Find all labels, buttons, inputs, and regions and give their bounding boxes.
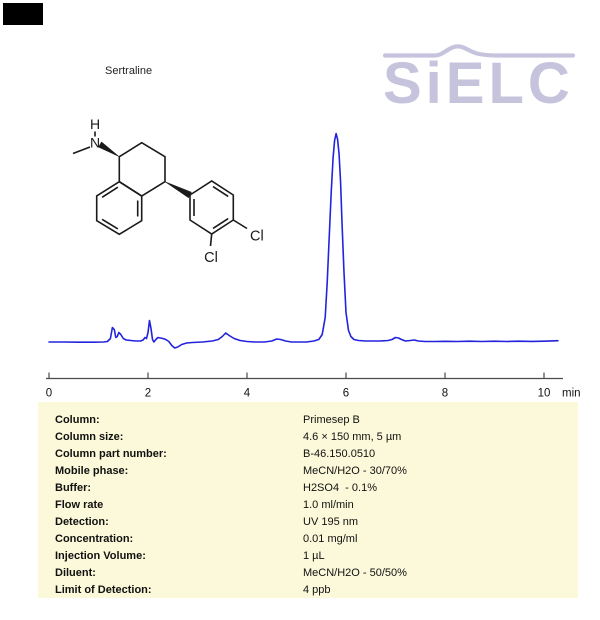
condition-label: Mobile phase: — [55, 464, 129, 477]
condition-label: Concentration: — [55, 532, 134, 545]
wedge-bond-n — [98, 141, 120, 157]
compound-title: Sertraline — [105, 65, 153, 77]
condition-row: Detection: UV 195 nm — [38, 513, 578, 530]
condition-value: MeCN/H2O - 30/70% — [303, 464, 407, 477]
molecule-structure: H N Cl Cl — [72, 116, 264, 266]
condition-value: H2SO4 - 0.1% — [303, 481, 377, 494]
condition-label: Diluent: — [55, 566, 96, 579]
condition-label: Column size: — [55, 430, 124, 443]
x-axis-unit-label: min — [562, 388, 581, 400]
condition-label: Buffer: — [55, 481, 92, 494]
condition-row: Mobile phase: MeCN/H2O - 30/70% — [38, 462, 578, 479]
condition-label: Column part number: — [55, 447, 167, 460]
x-axis-tick-label: 2 — [145, 388, 151, 400]
x-axis-tick-label: 6 — [343, 388, 349, 400]
condition-value: 0.01 mg/ml — [303, 532, 358, 545]
condition-value: 4.6 × 150 mm, 5 µm — [303, 430, 402, 443]
condition-value: MeCN/H2O - 50/50% — [303, 566, 407, 579]
condition-value: 1.0 ml/min — [303, 498, 354, 511]
aromatic-ring-a — [95, 180, 143, 236]
atom-label-n: N — [90, 135, 100, 151]
x-axis-tick-label: 8 — [442, 388, 448, 400]
condition-value: 1 µL — [303, 549, 325, 562]
atom-label-cl-right: Cl — [250, 229, 264, 245]
x-axis-tick-label: 4 — [244, 388, 251, 400]
condition-value: Primesep B — [303, 413, 360, 426]
x-axis-tick-label: 0 — [46, 388, 52, 400]
condition-label: Limit of Detection: — [55, 583, 152, 596]
x-axis-tick-labels: 0 2 4 6 8 10 — [46, 388, 551, 400]
sielc-logo: SiELC — [383, 40, 583, 116]
condition-label: Injection Volume: — [55, 549, 146, 562]
condition-row: Flow rate 1.0 ml/min — [38, 496, 578, 513]
condition-row: Column size: 4.6 × 150 mm, 5 µm — [38, 428, 578, 445]
condition-row: Diluent: MeCN/H2O - 50/50% — [38, 564, 578, 581]
condition-value: 4 ppb — [303, 583, 331, 596]
condition-row: Limit of Detection: 4 ppb — [38, 581, 578, 598]
chromatogram: 0 2 4 6 8 10 min — [46, 132, 581, 400]
conditions-table: Column: Primesep B Column size: 4.6 × 150 m… — [38, 402, 578, 598]
condition-value: B-46.150.0510 — [303, 447, 376, 460]
logo-wave-icon — [383, 44, 576, 58]
atom-label-h: H — [90, 116, 100, 132]
condition-value: UV 195 nm — [303, 515, 359, 528]
condition-label: Column: — [55, 413, 100, 426]
atom-label-cl-bottom: Cl — [204, 250, 218, 266]
x-axis-ticks — [48, 372, 545, 379]
chromatogram-trace — [48, 132, 559, 349]
condition-row: Buffer: H2SO4 - 0.1% — [38, 479, 578, 496]
corner-black-artifact — [3, 3, 43, 25]
condition-row: Column part number: B-46.150.0510 — [38, 445, 578, 462]
logo-text: SiELC — [383, 51, 574, 116]
condition-row: Injection Volume: 1 µL — [38, 547, 578, 564]
x-axis-tick-label: 10 — [538, 388, 551, 400]
condition-label: Flow rate — [55, 498, 104, 511]
condition-row: Column: Primesep B — [38, 411, 578, 428]
condition-row: Concentration: 0.01 mg/ml — [38, 530, 578, 547]
condition-label: Detection: — [55, 515, 109, 528]
